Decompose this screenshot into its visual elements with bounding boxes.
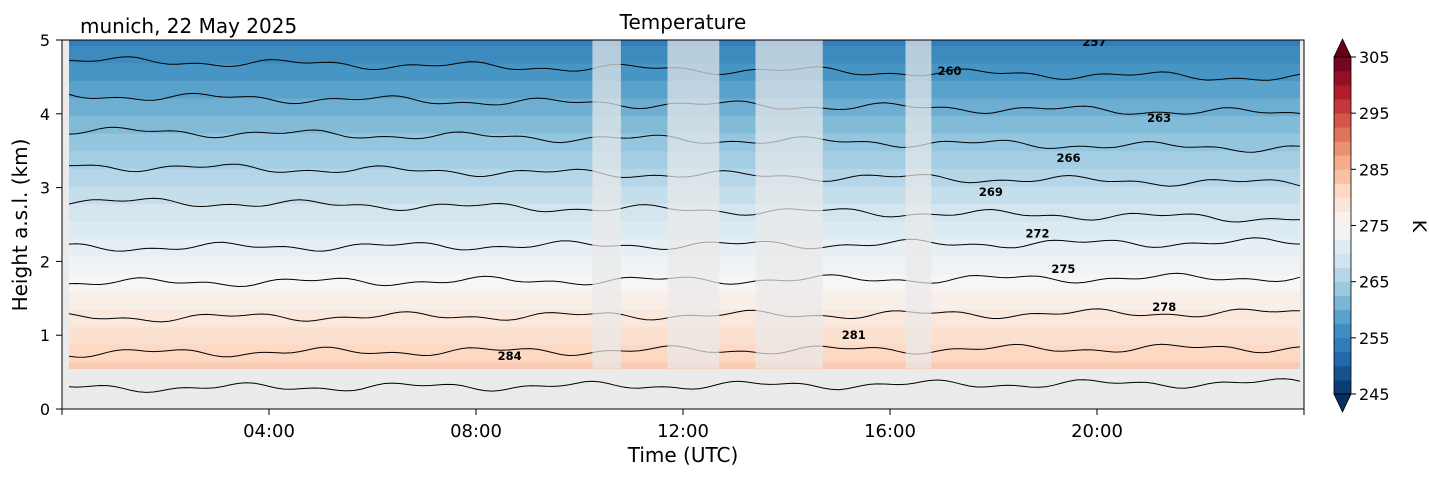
missing-data-overlay bbox=[667, 40, 720, 369]
colorbar-segment bbox=[1334, 365, 1351, 381]
y-tick-label: 3 bbox=[40, 179, 50, 198]
x-tick-label: 04:00 bbox=[243, 421, 295, 442]
colorbar-segment bbox=[1334, 295, 1351, 311]
colorbar-segment bbox=[1334, 155, 1351, 170]
colorbar-segment bbox=[1334, 85, 1351, 100]
contour-label-269: 269 bbox=[979, 185, 1003, 199]
colorbar-tick-label: 255 bbox=[1359, 329, 1390, 348]
colorbar-segment bbox=[1334, 309, 1351, 325]
y-tick-label: 1 bbox=[40, 326, 50, 345]
x-tick-label: 16:00 bbox=[864, 421, 916, 442]
colorbar-segment bbox=[1334, 57, 1351, 72]
colorbar-segment bbox=[1334, 267, 1351, 283]
x-tick-label: 12:00 bbox=[657, 421, 709, 442]
colorbar-extend-min bbox=[1333, 393, 1352, 413]
colorbar-tick-label: 245 bbox=[1359, 385, 1390, 404]
location-date-label: munich, 22 May 2025 bbox=[80, 14, 297, 38]
contour-label-284: 284 bbox=[498, 349, 522, 363]
x-axis-label: Time (UTC) bbox=[627, 443, 739, 467]
y-tick-label: 4 bbox=[40, 105, 50, 124]
y-axis-label: Height a.s.l. (km) bbox=[8, 139, 32, 312]
colorbar-segment bbox=[1334, 337, 1351, 353]
x-tick-label: 08:00 bbox=[450, 421, 502, 442]
colorbar-segment bbox=[1334, 99, 1351, 114]
contour-label-272: 272 bbox=[1025, 226, 1049, 240]
colorbar-segment bbox=[1334, 323, 1351, 339]
y-tick-label: 5 bbox=[40, 31, 50, 50]
contour-label-260: 260 bbox=[937, 64, 961, 78]
contour-label-257: 257 bbox=[1082, 35, 1106, 49]
colorbar-segment bbox=[1334, 197, 1351, 212]
contour-label-281: 281 bbox=[842, 328, 866, 342]
y-tick-label: 2 bbox=[40, 252, 50, 271]
colorbar-segment bbox=[1334, 281, 1351, 297]
contour-label-275: 275 bbox=[1051, 262, 1075, 276]
y-tick-label: 0 bbox=[40, 400, 50, 419]
chart-title: Temperature bbox=[619, 10, 747, 34]
colorbar-tick-label: 305 bbox=[1359, 48, 1390, 67]
missing-data-overlay bbox=[905, 40, 932, 369]
missing-data-overlay bbox=[592, 40, 621, 369]
contour-labels: 284 281 278 275 272 269 266 263 260 257 bbox=[498, 35, 1177, 363]
colorbar-segment bbox=[1334, 379, 1351, 395]
x-tick-label: 20:00 bbox=[1071, 421, 1123, 442]
colorbar-segment bbox=[1334, 351, 1351, 367]
colorbar-segment bbox=[1334, 225, 1351, 240]
contour-label-263: 263 bbox=[1147, 111, 1171, 125]
colorbar-extend-max bbox=[1333, 38, 1352, 58]
contour-line-284 bbox=[68, 378, 1301, 393]
colorbar-segment bbox=[1334, 71, 1351, 86]
colorbar-segment bbox=[1334, 141, 1351, 156]
colorbar-segment bbox=[1334, 169, 1351, 184]
colorbar-label: K bbox=[1408, 220, 1429, 233]
colorbar: 305 295 285 275 265 255 245 bbox=[1333, 38, 1390, 413]
colorbar-segment bbox=[1334, 127, 1351, 142]
contour-label-278: 278 bbox=[1152, 300, 1176, 314]
y-axis-ticks: 0 1 2 3 4 5 bbox=[40, 31, 62, 419]
colorbar-segment bbox=[1334, 253, 1351, 269]
colorbar-segment bbox=[1334, 239, 1351, 254]
colorbar-tick-label: 295 bbox=[1359, 104, 1390, 123]
x-axis-ticks: 04:00 08:00 12:00 16:00 20:00 bbox=[61, 409, 1305, 442]
colorbar-tick-label: 285 bbox=[1359, 160, 1390, 179]
colorbar-segment bbox=[1334, 113, 1351, 128]
colorbar-segment bbox=[1334, 211, 1351, 226]
contour-label-266: 266 bbox=[1056, 151, 1080, 165]
missing-data-overlays bbox=[592, 40, 932, 369]
colorbar-segment bbox=[1334, 183, 1351, 198]
colorbar-tick-label: 275 bbox=[1359, 217, 1390, 236]
missing-data-overlay bbox=[755, 40, 823, 369]
colorbar-tick-label: 265 bbox=[1359, 273, 1390, 292]
